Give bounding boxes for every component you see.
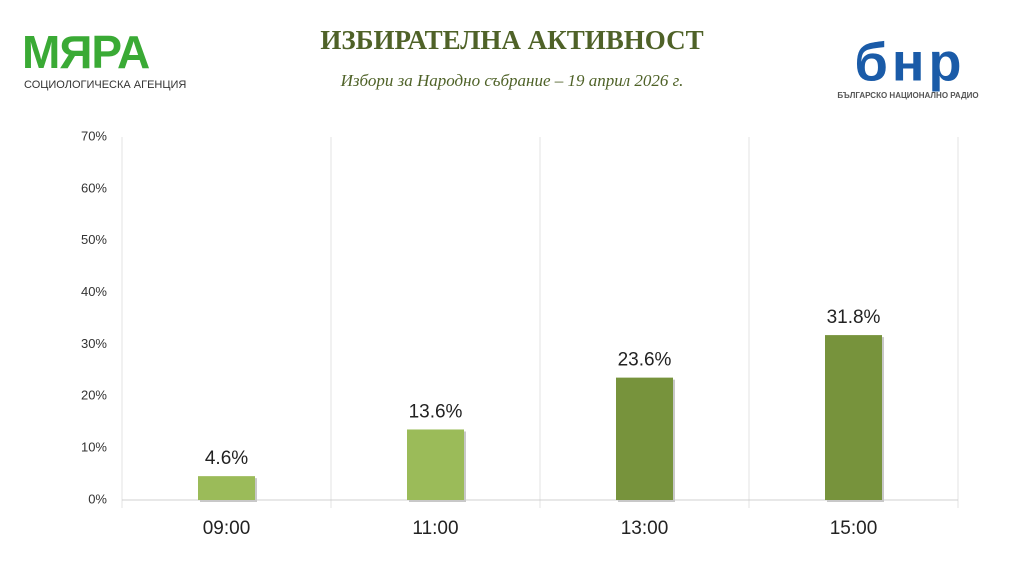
y-tick-label: 50% bbox=[81, 232, 107, 247]
y-tick-label: 40% bbox=[81, 284, 107, 299]
logo-left-tagline: СОЦИОЛОГИЧЕСКА АГЕНЦИЯ bbox=[24, 79, 186, 91]
y-tick-label: 70% bbox=[81, 128, 107, 143]
logo-right-name: бнр bbox=[855, 32, 966, 92]
y-tick-label: 60% bbox=[81, 180, 107, 195]
value-label: 4.6% bbox=[205, 448, 248, 469]
x-tick-label: 11:00 bbox=[412, 518, 458, 539]
bar bbox=[407, 429, 464, 500]
y-tick-label: 30% bbox=[81, 336, 107, 351]
value-label: 23.6% bbox=[618, 350, 672, 371]
logo-right-tagline: БЪЛГАРСКО НАЦИОНАЛНО РАДИО bbox=[837, 91, 978, 100]
bar bbox=[198, 476, 255, 500]
y-tick-label: 20% bbox=[81, 388, 107, 403]
chart-title: ИЗБИРАТЕЛНА АКТИВНОСТ bbox=[320, 25, 703, 55]
x-tick-label: 09:00 bbox=[203, 518, 251, 539]
bar bbox=[616, 377, 673, 500]
value-label: 31.8% bbox=[827, 307, 881, 328]
bar bbox=[825, 335, 882, 500]
x-tick-label: 15:00 bbox=[830, 518, 878, 539]
x-tick-label: 13:00 bbox=[621, 518, 669, 539]
value-label: 13.6% bbox=[409, 401, 463, 422]
y-tick-label: 0% bbox=[88, 491, 107, 506]
chart-subtitle: Избори за Народно събрание – 19 април 20… bbox=[340, 71, 684, 90]
y-tick-label: 10% bbox=[81, 440, 107, 455]
logo-left-name: МЯРА bbox=[22, 26, 149, 78]
